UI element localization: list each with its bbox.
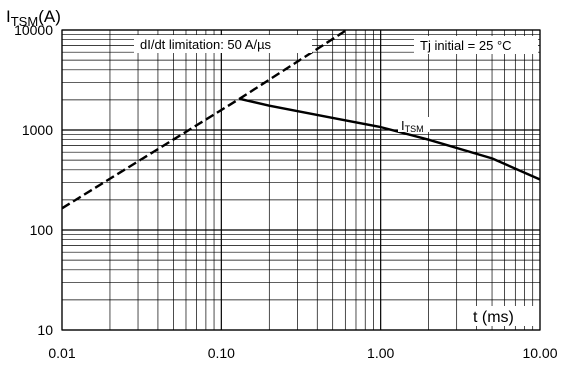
plot-frame bbox=[61, 29, 541, 331]
tj-initial-label: Tj initial = 25 °C bbox=[420, 38, 512, 53]
y-tick-label: 100 bbox=[30, 222, 54, 238]
didt-limit-line bbox=[61, 29, 346, 210]
grid-major bbox=[61, 29, 541, 331]
x-axis-title-bg bbox=[468, 306, 538, 326]
series-layer bbox=[61, 29, 541, 210]
didt-limitation-label: dI/dt limitation: 50 A/µs bbox=[140, 37, 272, 52]
tj-label-bg bbox=[414, 36, 538, 54]
y-tick-label: 10 bbox=[37, 322, 53, 338]
grid-minor bbox=[62, 30, 540, 330]
y-axis-title: ITSM(A) bbox=[6, 7, 61, 29]
y-tick-label: 10000 bbox=[14, 22, 53, 38]
x-tick-label: 0.01 bbox=[48, 345, 75, 361]
x-tick-label: 0.10 bbox=[208, 345, 235, 361]
itsm-curve-label-bg bbox=[398, 117, 430, 132]
x-axis-title: t (ms) bbox=[473, 309, 514, 326]
y-tick-label: 1000 bbox=[22, 122, 53, 138]
itsm-curve-label: ITSM bbox=[401, 118, 424, 134]
itsm-curve-line bbox=[239, 97, 541, 181]
x-tick-labels: 0.01 0.10 1.00 10.00 bbox=[48, 345, 557, 361]
x-tick-label: 10.00 bbox=[522, 345, 557, 361]
x-tick-label: 1.00 bbox=[367, 345, 394, 361]
didt-label-bg bbox=[134, 35, 312, 53]
y-tick-labels: 10 100 1000 10000 bbox=[14, 22, 53, 338]
